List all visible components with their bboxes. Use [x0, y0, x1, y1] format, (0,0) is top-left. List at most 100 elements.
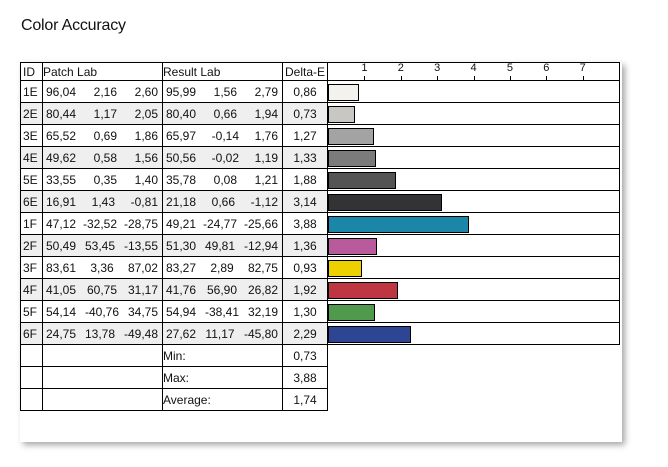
stats-blank — [328, 367, 620, 389]
stats-blank — [328, 389, 620, 411]
lab-value: 0,69 — [93, 128, 118, 143]
table-row: 1E 96,04 2,16 2,60 95,99 1,56 2,79 0,86 — [20, 80, 620, 103]
patch-lab: 16,91 1,43 -0,81 — [42, 190, 163, 213]
stats-empty — [42, 366, 163, 389]
lab-value: 65,97 — [166, 128, 197, 143]
lab-value: 80,44 — [46, 106, 77, 121]
lab-value: -32,52 — [82, 216, 118, 231]
x-tick-mark — [546, 76, 548, 80]
lab-value: 60,75 — [86, 282, 118, 297]
lab-value: 2,16 — [93, 84, 118, 99]
stat-label: Average: — [162, 388, 283, 411]
table-row: 1F 47,12 -32,52 -28,75 49,21 -24,77 -25,66 3,88 — [20, 212, 620, 235]
x-tick-label: 2 — [397, 62, 404, 74]
lab-value: 24,75 — [46, 326, 77, 341]
patch-lab-values: 80,44 1,17 2,05 — [43, 107, 162, 121]
delta-e-value: 1,27 — [282, 124, 328, 147]
patch-lab: 65,52 0,69 1,86 — [42, 124, 163, 147]
lab-value: 54,94 — [166, 304, 197, 319]
result-lab: 41,76 56,90 26,82 — [162, 278, 283, 301]
lab-value: -28,75 — [123, 216, 158, 231]
table-row: 6E 16,91 1,43 -0,81 21,18 0,66 -1,12 3,14 — [20, 190, 620, 213]
lab-value: 11,17 — [205, 326, 235, 341]
lab-value: 51,30 — [166, 238, 197, 253]
result-lab-values: 65,97 -0,14 1,76 — [163, 129, 282, 143]
lab-value: 1,21 — [254, 172, 278, 187]
lab-value: 96,04 — [46, 84, 77, 99]
header-patch-lab: Patch Lab — [42, 62, 163, 81]
delta-e-bar — [328, 326, 412, 343]
x-tick-mark — [473, 76, 475, 80]
lab-value: 16,91 — [46, 194, 77, 209]
x-tick-label: 4 — [470, 62, 477, 74]
delta-e-bar — [328, 84, 360, 101]
patch-id: 5E — [20, 168, 43, 191]
result-lab-values: 95,99 1,56 2,79 — [163, 85, 282, 99]
x-tick-label: 5 — [506, 62, 513, 74]
lab-value: 3,36 — [90, 260, 114, 275]
patch-id: 4F — [20, 278, 43, 301]
lab-value: 83,27 — [166, 260, 197, 275]
lab-value: -25,66 — [243, 216, 278, 231]
result-lab: 80,40 0,66 1,94 — [162, 102, 283, 125]
lab-value: 49,62 — [46, 150, 77, 165]
lab-value: -13,55 — [123, 238, 158, 253]
bar-cell — [327, 278, 620, 301]
delta-e-value: 1,88 — [282, 168, 328, 191]
lab-value: 32,19 — [247, 304, 278, 319]
delta-e-bar — [328, 128, 375, 145]
bar-cell — [327, 102, 620, 125]
lab-value: 2,89 — [210, 260, 234, 275]
stat-value: 0,73 — [282, 344, 328, 367]
stat-value: 3,88 — [282, 366, 328, 389]
patch-id: 3F — [20, 256, 43, 279]
result-lab: 35,78 0,08 1,21 — [162, 168, 283, 191]
lab-value: -24,77 — [202, 216, 238, 231]
lab-value: 1,40 — [134, 172, 158, 187]
patch-lab-values: 41,05 60,75 31,17 — [43, 283, 162, 297]
patch-id: 6E — [20, 190, 43, 213]
lab-value: 0,35 — [93, 172, 118, 187]
patch-lab: 33,55 0,35 1,40 — [42, 168, 163, 191]
patch-id: 6F — [20, 322, 43, 345]
patch-lab: 41,05 60,75 31,17 — [42, 278, 163, 301]
result-lab: 65,97 -0,14 1,76 — [162, 124, 283, 147]
patch-lab-values: 50,49 53,45 -13,55 — [43, 239, 162, 253]
lab-value: 13,78 — [84, 326, 116, 341]
delta-e-bar — [328, 282, 398, 299]
delta-e-bar — [328, 260, 362, 277]
table-row: 5F 54,14 -40,76 34,75 54,94 -38,41 32,19 1,30 — [20, 300, 620, 323]
result-lab-values: 54,94 -38,41 32,19 — [163, 305, 282, 319]
lab-value: -38,41 — [204, 304, 240, 319]
delta-e-value: 1,36 — [282, 234, 328, 257]
table-row: 4F 41,05 60,75 31,17 41,76 56,90 26,82 1,92 — [20, 278, 620, 301]
patch-lab-values: 54,14 -40,76 34,75 — [43, 305, 162, 319]
patch-lab: 96,04 2,16 2,60 — [42, 80, 163, 103]
header-row: ID Patch Lab Result Lab Delta-E 1 2 3 4 5 6 7 — [20, 62, 620, 81]
patch-lab-values: 47,12 -32,52 -28,75 — [43, 217, 162, 231]
x-tick-label: 1 — [361, 62, 368, 74]
delta-e-bar — [328, 216, 470, 233]
x-tick-label: 6 — [543, 62, 550, 74]
patch-lab-values: 24,75 13,78 -49,48 — [43, 327, 162, 341]
lab-value: 0,66 — [213, 106, 238, 121]
lab-value: 49,21 — [166, 216, 197, 231]
delta-e-value: 0,93 — [282, 256, 328, 279]
lab-value: 2,60 — [134, 84, 158, 99]
patch-lab: 24,75 13,78 -49,48 — [42, 322, 163, 345]
table-row: 3F 83,61 3,36 87,02 83,27 2,89 82,75 0,93 — [20, 256, 620, 279]
result-lab-values: 50,56 -0,02 1,19 — [163, 151, 282, 165]
x-tick-mark — [437, 76, 439, 80]
lab-value: -0,14 — [211, 128, 240, 143]
result-lab-values: 41,76 56,90 26,82 — [163, 283, 282, 297]
stat-label: Min: — [162, 344, 283, 367]
lab-value: 41,05 — [46, 282, 77, 297]
lab-value: 49,81 — [204, 238, 236, 253]
lab-value: 34,75 — [127, 304, 158, 319]
result-lab-values: 21,18 0,66 -1,12 — [163, 195, 282, 209]
delta-e-value: 1,33 — [282, 146, 328, 169]
stats-empty — [42, 388, 163, 411]
patch-lab: 50,49 53,45 -13,55 — [42, 234, 163, 257]
bar-cell — [327, 124, 620, 147]
lab-value: 26,82 — [247, 282, 278, 297]
